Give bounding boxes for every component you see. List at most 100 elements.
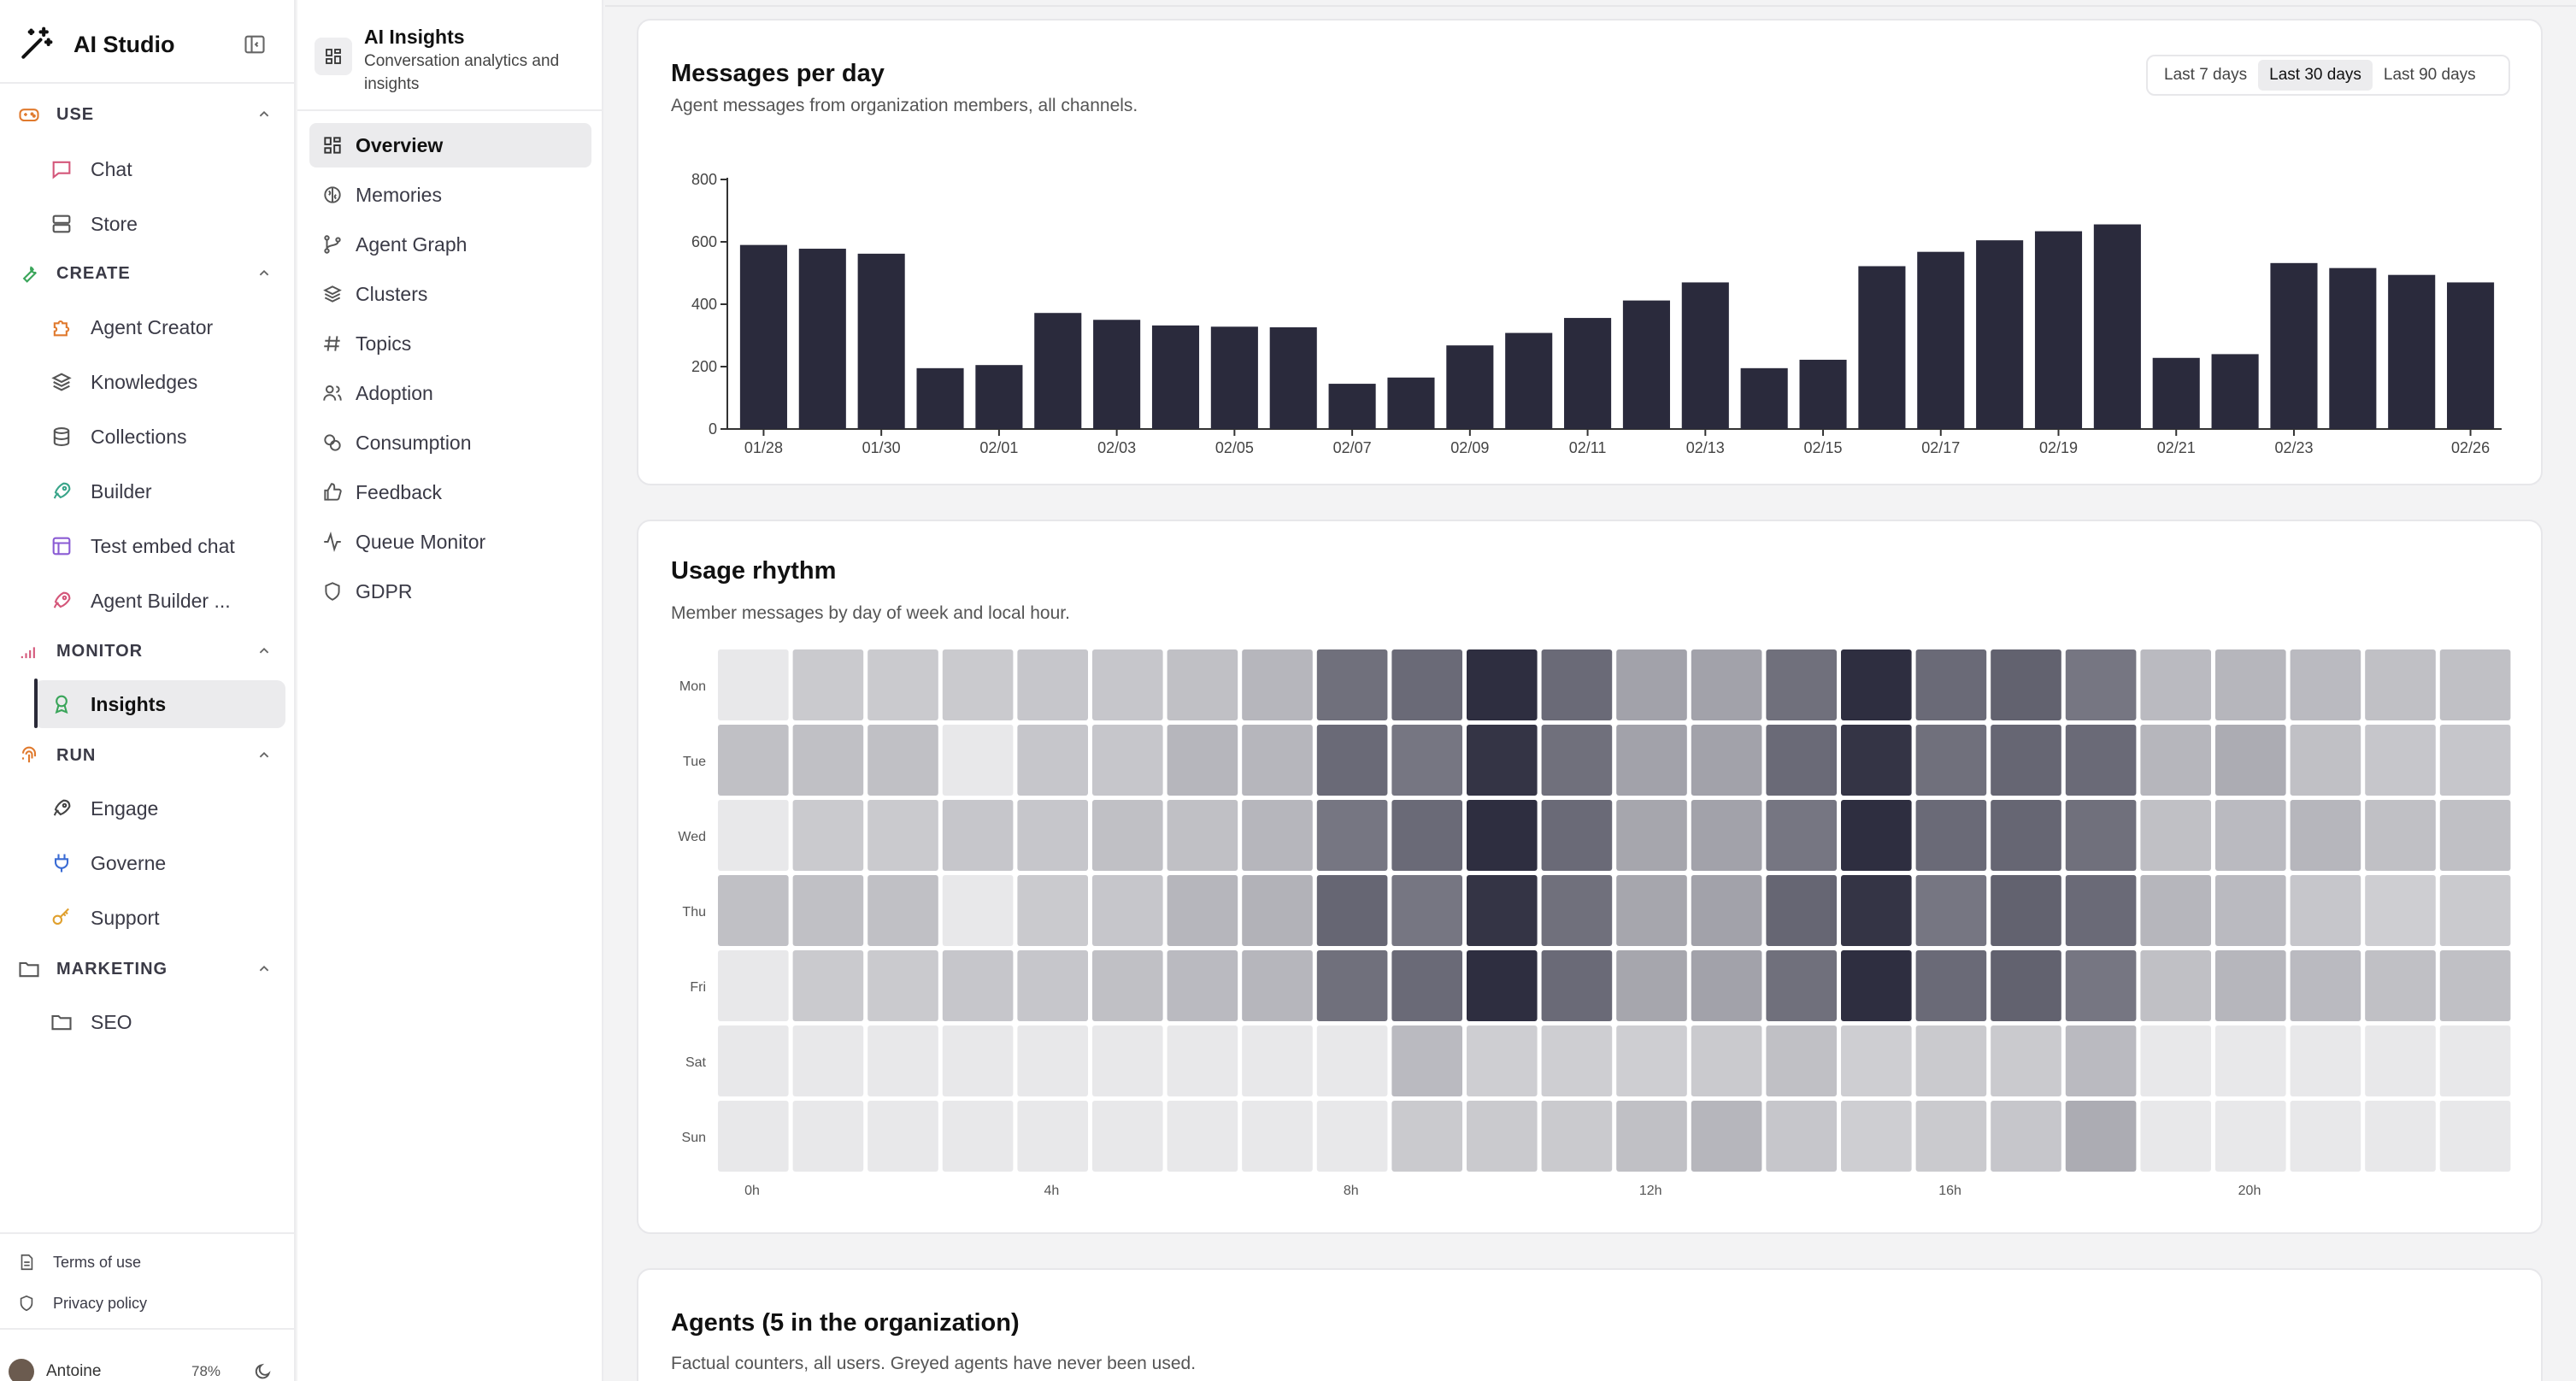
heatmap-cell[interactable] [1391, 800, 1462, 871]
heatmap-cell[interactable] [2439, 649, 2511, 720]
heatmap-cell[interactable] [1017, 1101, 1088, 1172]
heatmap-cell[interactable] [1616, 875, 1687, 946]
heatmap-cell[interactable] [2365, 725, 2436, 796]
heatmap-cell[interactable] [1841, 950, 1912, 1021]
panel-item-overview[interactable]: Overview [309, 123, 591, 167]
heatmap-cell[interactable] [1691, 950, 1762, 1021]
section-use[interactable]: USE [17, 97, 273, 132]
heatmap-cell[interactable] [2065, 1025, 2137, 1096]
bar[interactable] [857, 253, 905, 429]
bar[interactable] [1681, 282, 1729, 429]
heatmap-cell[interactable] [2439, 1025, 2511, 1096]
bar[interactable] [739, 244, 787, 429]
heatmap-cell[interactable] [1242, 800, 1313, 871]
heatmap-cell[interactable] [1841, 649, 1912, 720]
bar[interactable] [2211, 354, 2259, 429]
heatmap-cell[interactable] [1616, 1025, 1687, 1096]
bar[interactable] [1622, 300, 1670, 429]
bar[interactable] [1917, 251, 1965, 429]
heatmap-cell[interactable] [942, 1025, 1014, 1096]
heatmap-cell[interactable] [1991, 950, 2061, 1021]
sidebar-item-agent-builder[interactable]: Agent Builder ... [34, 577, 285, 625]
bar[interactable] [2093, 224, 2141, 429]
range-90-days-button[interactable]: Last 90 days [2383, 66, 2476, 84]
heatmap-cell[interactable] [792, 875, 864, 946]
chevron-up-icon[interactable] [255, 960, 273, 978]
heatmap-cell[interactable] [1541, 875, 1613, 946]
bar[interactable] [916, 367, 964, 429]
heatmap-cell[interactable] [1242, 950, 1313, 1021]
heatmap-cell[interactable] [1841, 875, 1912, 946]
panel-item-consumption[interactable]: Consumption [309, 420, 591, 465]
heatmap-cell[interactable] [1467, 875, 1538, 946]
heatmap-cell[interactable] [1242, 649, 1313, 720]
heatmap-cell[interactable] [942, 800, 1014, 871]
heatmap-cell[interactable] [2290, 725, 2361, 796]
bar[interactable] [2329, 267, 2377, 429]
heatmap-cell[interactable] [2065, 800, 2137, 871]
heatmap-cell[interactable] [792, 725, 864, 796]
heatmap-cell[interactable] [1017, 1025, 1088, 1096]
panel-item-feedback[interactable]: Feedback [309, 470, 591, 514]
heatmap-cell[interactable] [2215, 950, 2286, 1021]
sidebar-collapse-icon[interactable] [243, 32, 267, 56]
heatmap-cell[interactable] [792, 1025, 864, 1096]
heatmap-cell[interactable] [867, 950, 938, 1021]
brand[interactable]: AI Studio [17, 26, 174, 63]
heatmap-cell[interactable] [867, 800, 938, 871]
heatmap-cell[interactable] [1766, 875, 1837, 946]
heatmap-cell[interactable] [1915, 725, 1987, 796]
section-run[interactable]: RUN [17, 738, 273, 773]
sidebar-item-agent-creator[interactable]: Agent Creator [34, 303, 285, 351]
heatmap-cell[interactable] [1915, 649, 1987, 720]
heatmap-cell[interactable] [1541, 649, 1613, 720]
heatmap-cell[interactable] [1467, 649, 1538, 720]
heatmap-cell[interactable] [942, 875, 1014, 946]
heatmap-cell[interactable] [1391, 725, 1462, 796]
heatmap-cell[interactable] [1691, 875, 1762, 946]
panel-item-adoption[interactable]: Adoption [309, 371, 591, 415]
heatmap-cell[interactable] [1541, 1025, 1613, 1096]
heatmap-cell[interactable] [1092, 1025, 1163, 1096]
heatmap-cell[interactable] [1167, 1025, 1238, 1096]
heatmap-cell[interactable] [1242, 1101, 1313, 1172]
heatmap-cell[interactable] [1841, 1025, 1912, 1096]
bar[interactable] [2270, 262, 2318, 429]
heatmap-cell[interactable] [792, 1101, 864, 1172]
bar[interactable] [1210, 326, 1258, 429]
panel-item-agent-graph[interactable]: Agent Graph [309, 222, 591, 267]
heatmap-cell[interactable] [942, 950, 1014, 1021]
heatmap-cell[interactable] [2290, 1101, 2361, 1172]
heatmap-cell[interactable] [1841, 800, 1912, 871]
heatmap-cell[interactable] [2065, 1101, 2137, 1172]
heatmap-cell[interactable] [1316, 1101, 1388, 1172]
heatmap-cell[interactable] [1691, 800, 1762, 871]
heatmap-cell[interactable] [1167, 649, 1238, 720]
heatmap-cell[interactable] [1391, 1101, 1462, 1172]
bar[interactable] [1976, 240, 2024, 429]
heatmap-cell[interactable] [1766, 725, 1837, 796]
range-7-days-button[interactable]: Last 7 days [2164, 66, 2248, 84]
heatmap-cell[interactable] [1541, 725, 1613, 796]
section-monitor[interactable]: MONITOR [17, 634, 273, 668]
heatmap-cell[interactable] [1316, 1025, 1388, 1096]
heatmap-cell[interactable] [1316, 725, 1388, 796]
heatmap-cell[interactable] [1467, 950, 1538, 1021]
heatmap-cell[interactable] [942, 725, 1014, 796]
heatmap-cell[interactable] [1766, 950, 1837, 1021]
heatmap-cell[interactable] [867, 725, 938, 796]
chevron-up-icon[interactable] [255, 642, 273, 661]
heatmap-cell[interactable] [1991, 1101, 2061, 1172]
heatmap-cell[interactable] [718, 1025, 789, 1096]
bar[interactable] [1564, 318, 1612, 429]
heatmap-cell[interactable] [1167, 875, 1238, 946]
heatmap-cell[interactable] [2290, 950, 2361, 1021]
sidebar-item-support[interactable]: Support [34, 894, 285, 942]
heatmap-cell[interactable] [1915, 875, 1987, 946]
heatmap-cell[interactable] [2365, 1025, 2436, 1096]
bar[interactable] [1505, 332, 1553, 429]
heatmap-cell[interactable] [1167, 725, 1238, 796]
heatmap-cell[interactable] [1691, 649, 1762, 720]
section-marketing[interactable]: MARKETING [17, 952, 273, 986]
heatmap-cell[interactable] [1991, 1025, 2061, 1096]
